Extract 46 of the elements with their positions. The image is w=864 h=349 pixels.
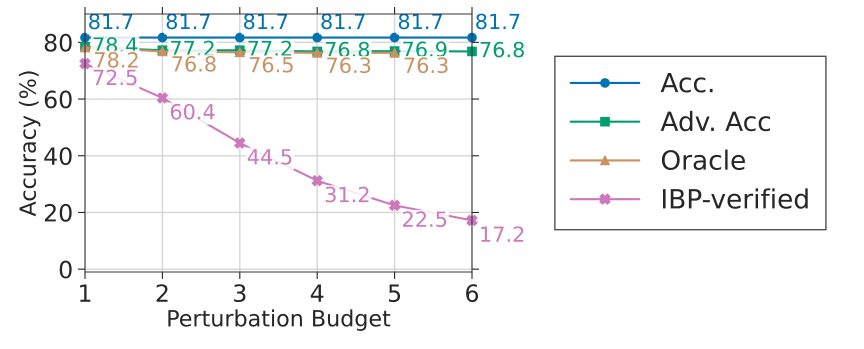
x-tick-label: 1 bbox=[80, 284, 90, 302]
data-label: 76.5 bbox=[250, 56, 293, 73]
data-label: 44.5 bbox=[248, 149, 292, 165]
x-axis-title: Perturbation Budget bbox=[168, 309, 390, 331]
y-axis-title: Accuracy (%) bbox=[18, 71, 40, 216]
point bbox=[312, 175, 323, 186]
y-tick-label: 60 bbox=[44, 90, 72, 108]
point bbox=[158, 32, 168, 42]
point bbox=[389, 200, 400, 211]
data-label: 22.5 bbox=[403, 211, 446, 228]
point bbox=[234, 137, 246, 149]
data-label: 76.3 bbox=[404, 57, 448, 74]
y-tick-label: 80 bbox=[44, 34, 72, 52]
y-tick-label: 0 bbox=[60, 260, 72, 278]
y-tick-label: 20 bbox=[44, 204, 72, 222]
legend-label: Oracle bbox=[662, 150, 745, 170]
data-label: 77.2 bbox=[248, 40, 292, 56]
data-label: 76.8 bbox=[326, 42, 370, 58]
data-label: 17.2 bbox=[481, 226, 524, 242]
data-label: 76.8 bbox=[172, 56, 216, 72]
point bbox=[467, 46, 477, 56]
point bbox=[234, 32, 245, 42]
x-tick-label: 6 bbox=[466, 284, 478, 302]
x-tick-label: 3 bbox=[234, 284, 246, 302]
data-label: 60.4 bbox=[170, 104, 215, 120]
data-label: 81.7 bbox=[476, 14, 520, 30]
data-label: 76.9 bbox=[403, 41, 446, 58]
data-label: 78.2 bbox=[95, 52, 138, 68]
y-tick-label: 40 bbox=[44, 147, 72, 166]
data-label: 77.2 bbox=[171, 40, 214, 56]
x-tick-label: 2 bbox=[156, 284, 168, 302]
point bbox=[390, 32, 400, 42]
point bbox=[156, 92, 168, 104]
data-label: 72.5 bbox=[94, 70, 137, 86]
data-label: 31.2 bbox=[326, 186, 368, 202]
legend-label: Acc. bbox=[660, 72, 713, 93]
x-tick-label: 5 bbox=[388, 284, 400, 302]
x-tick-label: 4 bbox=[310, 284, 324, 302]
data-label: 78.4 bbox=[94, 37, 138, 53]
point bbox=[79, 58, 91, 70]
legend-label: IBP-verified bbox=[663, 188, 808, 209]
data-label: 76.3 bbox=[327, 57, 370, 74]
point bbox=[466, 214, 478, 226]
data-label: 76.8 bbox=[480, 42, 524, 58]
legend-label: Adv. Acc bbox=[660, 110, 770, 132]
point bbox=[312, 32, 322, 42]
